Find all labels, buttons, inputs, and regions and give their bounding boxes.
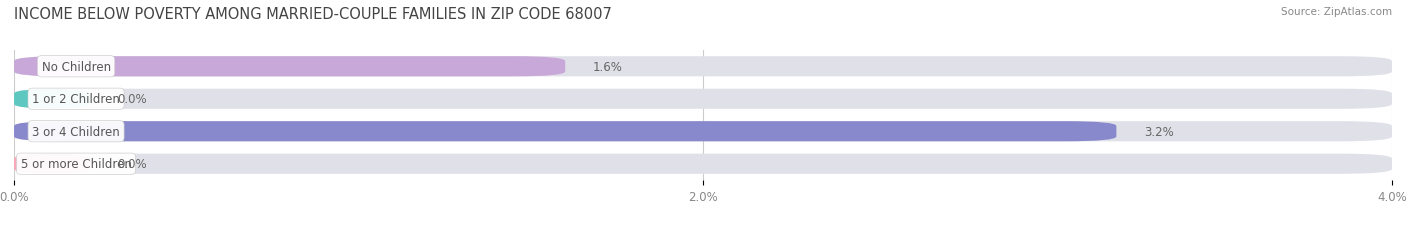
Text: Source: ZipAtlas.com: Source: ZipAtlas.com [1281,7,1392,17]
Text: 3 or 4 Children: 3 or 4 Children [32,125,120,138]
Text: 0.0%: 0.0% [118,158,148,170]
Text: 3.2%: 3.2% [1144,125,1174,138]
FancyBboxPatch shape [14,122,1392,142]
FancyBboxPatch shape [14,57,1392,77]
FancyBboxPatch shape [14,154,90,174]
Text: 1.6%: 1.6% [593,61,623,73]
FancyBboxPatch shape [14,57,565,77]
Text: INCOME BELOW POVERTY AMONG MARRIED-COUPLE FAMILIES IN ZIP CODE 68007: INCOME BELOW POVERTY AMONG MARRIED-COUPL… [14,7,612,22]
FancyBboxPatch shape [14,154,1392,174]
Text: No Children: No Children [42,61,111,73]
FancyBboxPatch shape [14,89,90,109]
Text: 5 or more Children: 5 or more Children [21,158,132,170]
Text: 1 or 2 Children: 1 or 2 Children [32,93,120,106]
Text: 0.0%: 0.0% [118,93,148,106]
FancyBboxPatch shape [14,89,1392,109]
FancyBboxPatch shape [14,122,1116,142]
